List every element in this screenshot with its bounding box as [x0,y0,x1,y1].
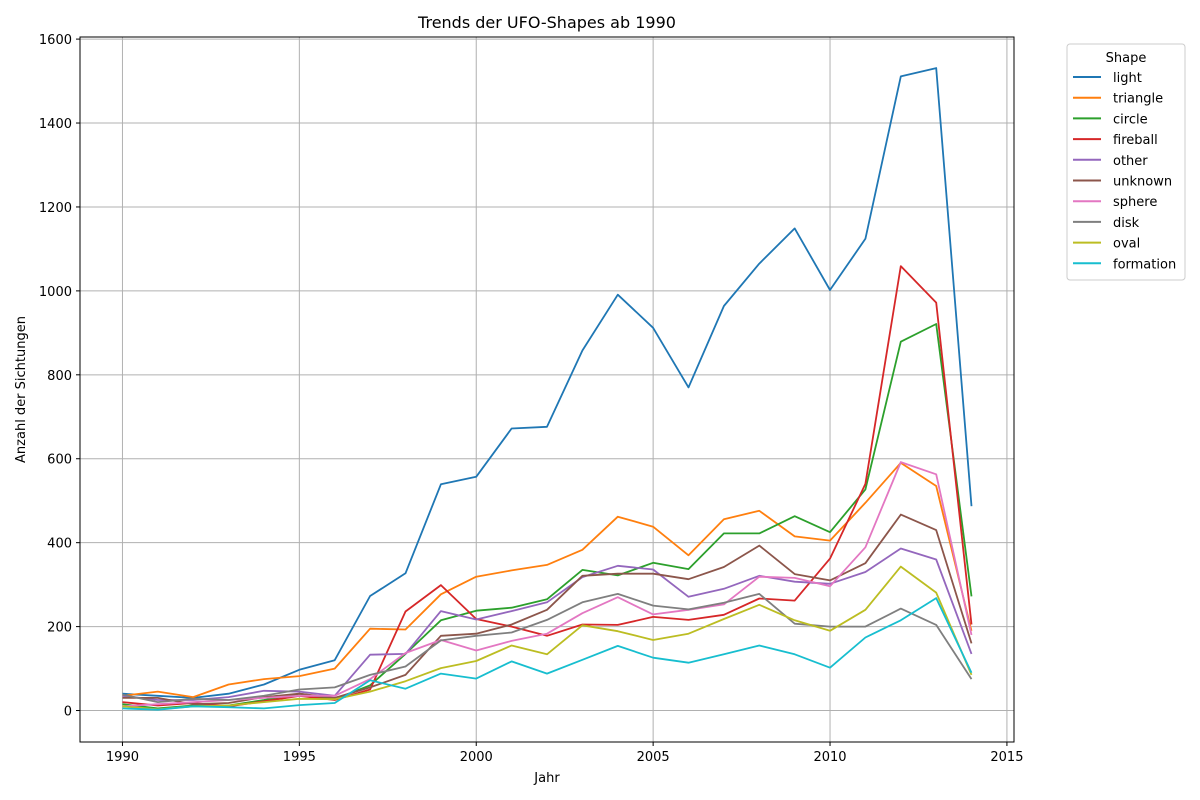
x-tick-label: 2015 [990,750,1023,765]
x-tick-label: 1990 [106,750,139,765]
series-line-disk [122,593,973,703]
x-tick-label: 2000 [460,750,493,765]
legend-label-formation: formation [1113,257,1176,272]
legend-label-unknown: unknown [1113,175,1172,190]
y-tick-label: 200 [47,621,72,636]
y-tick-label: 1200 [39,201,72,216]
y-tick-label: 1000 [39,285,72,300]
legend-label-sphere: sphere [1113,195,1157,210]
series-line-sphere [122,461,973,708]
chart-title: Trends der UFO-Shapes ab 1990 [417,13,676,32]
series-line-light [122,67,973,699]
legend-items: light triangle circle fireball other unknown s… [1073,71,1176,272]
legend: Shape light triangle circle fireball other un… [1066,43,1186,281]
series-line-circle [122,323,973,710]
series-lines [122,67,973,711]
legend-label-oval: oval [1113,237,1140,252]
y-tick-label: 1600 [39,33,72,48]
x-axis-title: Jahr [533,771,560,786]
legend-label-other: other [1113,154,1148,169]
y-tick-label: 600 [47,453,72,468]
x-tick-label: 2010 [813,750,846,765]
legend-title: Shape [1106,51,1147,66]
y-tick-label: 800 [47,369,72,384]
grid [80,37,1014,742]
legend-label-circle: circle [1113,112,1148,127]
x-tick-label: 2005 [637,750,670,765]
series-line-fireball [122,265,973,708]
series-line-other [122,547,973,701]
series-line-triangle [122,461,973,698]
series-line-formation [122,597,973,711]
legend-label-fireball: fireball [1113,133,1158,148]
x-axis-ticks: 1990 1995 2000 2005 2010 2015 [106,742,1023,765]
y-axis-title: Anzahl der Sichtungen [14,316,29,463]
legend-label-triangle: triangle [1113,92,1163,107]
y-tick-label: 0 [64,705,72,720]
legend-label-light: light [1113,71,1142,86]
legend-label-disk: disk [1113,216,1140,231]
series-line-oval [122,565,973,711]
x-tick-label: 1995 [283,750,316,765]
plot-frame [79,36,1015,743]
y-tick-label: 400 [47,537,72,552]
y-tick-label: 1400 [39,117,72,132]
y-axis-ticks: 0 200 400 600 800 1000 1200 1400 1600 [39,33,80,720]
